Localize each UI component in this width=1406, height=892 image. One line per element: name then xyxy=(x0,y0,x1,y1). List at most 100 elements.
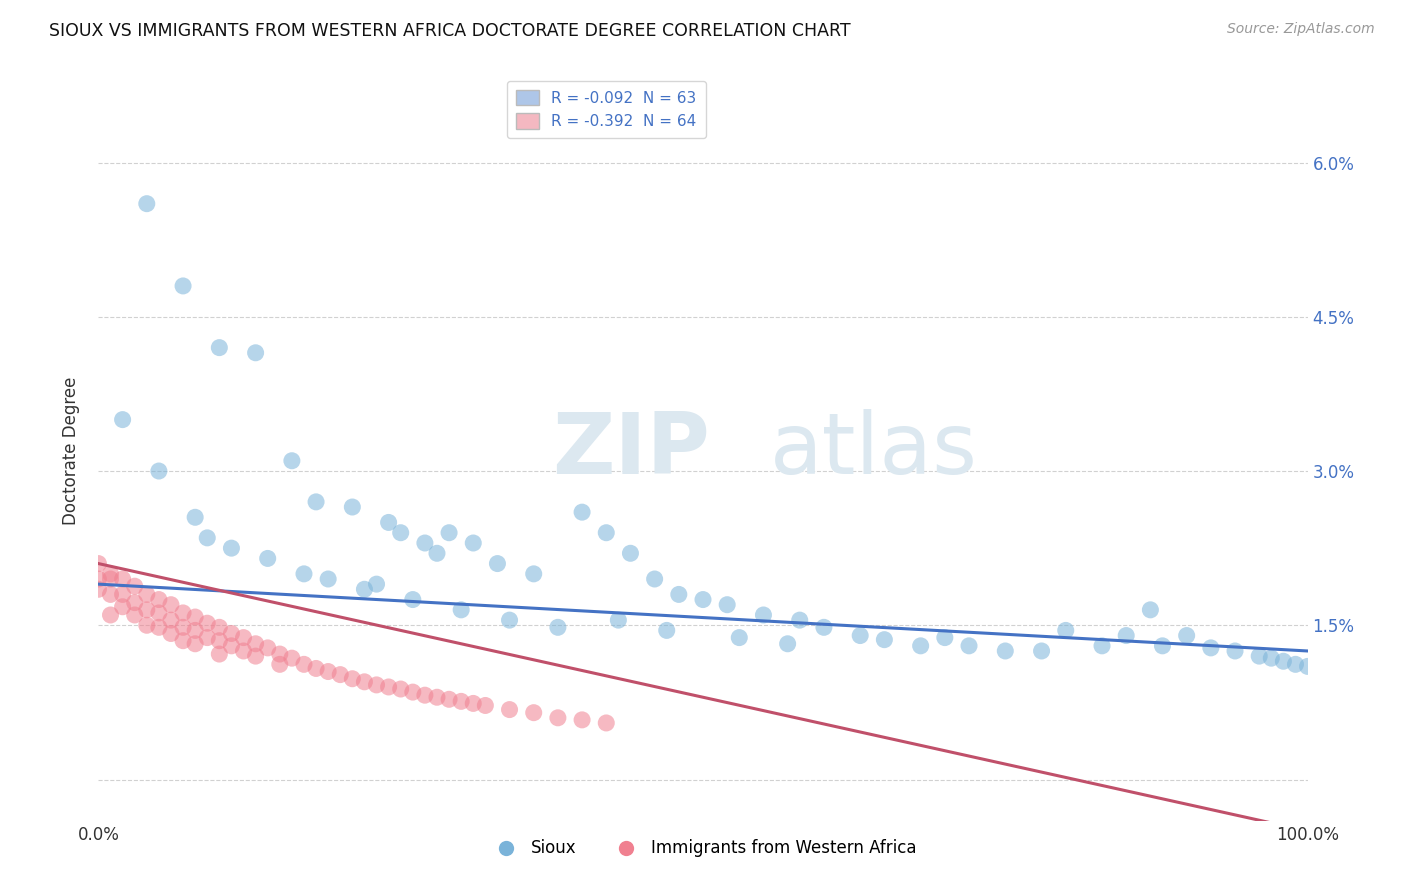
Point xyxy=(426,546,449,560)
Point xyxy=(195,531,218,545)
Point xyxy=(208,341,231,355)
Point xyxy=(124,579,146,593)
Text: ZIP: ZIP xyxy=(551,409,710,492)
Point xyxy=(245,649,267,664)
Point xyxy=(728,631,751,645)
Point xyxy=(1260,651,1282,665)
Point xyxy=(316,572,339,586)
Point xyxy=(100,587,122,601)
Point xyxy=(849,629,872,643)
Point xyxy=(184,637,207,651)
Point xyxy=(184,624,207,638)
Point xyxy=(148,592,170,607)
Point xyxy=(1249,649,1271,664)
Point xyxy=(232,631,254,645)
Point xyxy=(221,639,243,653)
Point xyxy=(269,647,291,661)
Point xyxy=(1175,629,1198,643)
Point xyxy=(523,566,546,581)
Point xyxy=(523,706,546,720)
Point xyxy=(160,598,183,612)
Point xyxy=(195,616,218,631)
Point xyxy=(752,607,775,622)
Point xyxy=(426,690,449,705)
Point xyxy=(957,639,980,653)
Y-axis label: Doctorate Degree: Doctorate Degree xyxy=(62,376,80,524)
Point xyxy=(100,572,122,586)
Point xyxy=(100,566,122,581)
Point xyxy=(172,620,194,634)
Point xyxy=(789,613,811,627)
Point xyxy=(498,703,520,717)
Point xyxy=(148,620,170,634)
Point xyxy=(316,665,339,679)
Point xyxy=(619,546,641,560)
Point xyxy=(221,626,243,640)
Point xyxy=(366,577,388,591)
Point xyxy=(644,572,666,586)
Point xyxy=(208,647,231,661)
Point xyxy=(813,620,835,634)
Text: Source: ZipAtlas.com: Source: ZipAtlas.com xyxy=(1227,22,1375,37)
Point xyxy=(474,698,496,713)
Point xyxy=(305,661,328,675)
Point xyxy=(607,613,630,627)
Text: atlas: atlas xyxy=(769,409,977,492)
Point xyxy=(547,620,569,634)
Point xyxy=(450,603,472,617)
Point xyxy=(172,606,194,620)
Point xyxy=(498,613,520,627)
Point xyxy=(1139,603,1161,617)
Point xyxy=(208,620,231,634)
Point xyxy=(389,681,412,696)
Legend: Sioux, Immigrants from Western Africa: Sioux, Immigrants from Western Africa xyxy=(482,833,924,864)
Point xyxy=(148,606,170,620)
Point xyxy=(256,640,278,655)
Point xyxy=(292,566,315,581)
Point xyxy=(111,412,134,426)
Point xyxy=(342,500,364,514)
Point xyxy=(135,587,157,601)
Point xyxy=(595,525,617,540)
Point xyxy=(184,610,207,624)
Point xyxy=(402,685,425,699)
Point xyxy=(135,618,157,632)
Point xyxy=(111,599,134,614)
Point xyxy=(329,667,352,681)
Point xyxy=(463,536,485,550)
Point xyxy=(172,633,194,648)
Point xyxy=(1031,644,1053,658)
Point xyxy=(160,613,183,627)
Point xyxy=(281,651,304,665)
Point xyxy=(245,345,267,359)
Point xyxy=(172,279,194,293)
Point xyxy=(135,603,157,617)
Point xyxy=(1296,659,1319,673)
Point xyxy=(692,592,714,607)
Point xyxy=(1054,624,1077,638)
Point xyxy=(547,711,569,725)
Point xyxy=(256,551,278,566)
Point xyxy=(305,495,328,509)
Point xyxy=(160,626,183,640)
Point xyxy=(232,644,254,658)
Point xyxy=(111,587,134,601)
Point xyxy=(776,637,799,651)
Point xyxy=(87,572,110,586)
Point xyxy=(281,454,304,468)
Point xyxy=(463,697,485,711)
Point xyxy=(1199,640,1222,655)
Point xyxy=(655,624,678,638)
Point xyxy=(668,587,690,601)
Point xyxy=(402,592,425,607)
Point xyxy=(245,637,267,651)
Text: SIOUX VS IMMIGRANTS FROM WESTERN AFRICA DOCTORATE DEGREE CORRELATION CHART: SIOUX VS IMMIGRANTS FROM WESTERN AFRICA … xyxy=(49,22,851,40)
Point xyxy=(873,632,896,647)
Point xyxy=(910,639,932,653)
Point xyxy=(366,678,388,692)
Point xyxy=(124,607,146,622)
Point xyxy=(413,536,436,550)
Point xyxy=(148,464,170,478)
Point xyxy=(195,631,218,645)
Point xyxy=(292,657,315,672)
